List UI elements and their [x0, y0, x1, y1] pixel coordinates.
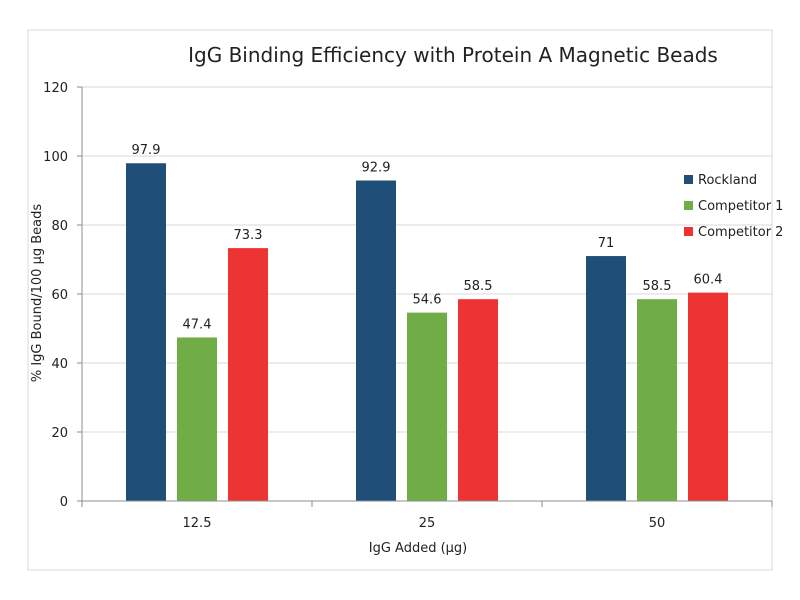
data-label: 60.4	[694, 273, 723, 288]
y-tick-label: 20	[51, 426, 68, 441]
legend-label: Competitor 2	[698, 225, 783, 240]
chart-title: IgG Binding Efficiency with Protein A Ma…	[188, 43, 718, 67]
bar	[126, 163, 166, 501]
legend-label: Competitor 1	[698, 199, 783, 214]
y-tick-label: 80	[51, 219, 68, 234]
bar	[228, 248, 268, 501]
bar	[458, 299, 498, 501]
data-label: 54.6	[413, 293, 442, 308]
data-label: 47.4	[183, 317, 212, 332]
legend-swatch	[684, 201, 693, 210]
y-tick-label: 40	[51, 357, 68, 372]
data-label: 73.3	[234, 228, 263, 243]
x-tick-label: 12.5	[183, 516, 212, 531]
data-label: 58.5	[643, 279, 672, 294]
y-tick-label: 0	[60, 495, 68, 510]
x-axis-label: IgG Added (µg)	[369, 541, 468, 556]
y-tick-label: 100	[43, 150, 68, 165]
data-label: 97.9	[132, 143, 161, 158]
bar	[586, 256, 626, 501]
legend-swatch	[684, 227, 693, 236]
bar	[356, 180, 396, 501]
y-tick-label: 120	[43, 81, 68, 96]
data-label: 71	[598, 236, 615, 251]
bar	[407, 312, 447, 501]
legend-label: Rockland	[698, 173, 757, 188]
x-tick-label: 25	[419, 516, 436, 531]
data-label: 58.5	[464, 279, 493, 294]
x-tick-label: 50	[649, 516, 666, 531]
y-tick-label: 60	[51, 288, 68, 303]
legend-swatch	[684, 175, 693, 184]
y-axis-ticks: 0 20 40 60 80 100 120	[43, 81, 82, 510]
x-axis-ticks: 12.5 25 50	[81, 501, 773, 531]
bar	[688, 292, 728, 501]
data-label: 92.9	[362, 160, 391, 175]
bars	[126, 163, 728, 501]
legend: Rockland Competitor 1 Competitor 2	[684, 173, 783, 240]
y-axis-label: % IgG Bound/100 µg Beads	[30, 204, 45, 382]
bar	[637, 299, 677, 501]
data-labels: 97.9 47.4 73.3 92.9 54.6 58.5 71 58.5 60.4	[132, 143, 723, 332]
bar	[177, 337, 217, 501]
